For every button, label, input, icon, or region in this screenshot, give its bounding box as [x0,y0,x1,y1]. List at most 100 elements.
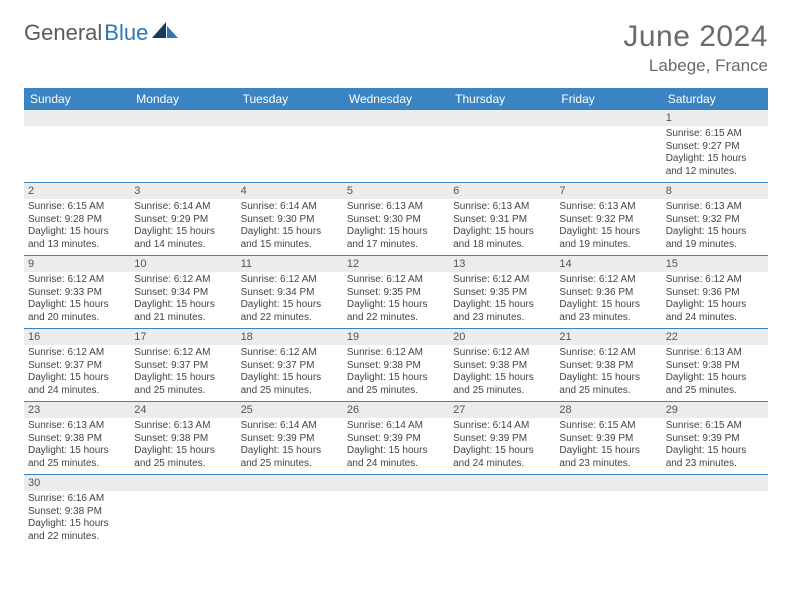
calendar-cell-blank [343,110,449,183]
daylight-text: Daylight: 15 hours and 22 minutes. [28,518,126,543]
day-info: Sunrise: 6:15 AMSunset: 9:39 PMDaylight:… [559,420,657,470]
day-info: Sunrise: 6:12 AMSunset: 9:35 PMDaylight:… [453,274,551,324]
day-info: Sunrise: 6:13 AMSunset: 9:38 PMDaylight:… [28,420,126,470]
calendar-table: SundayMondayTuesdayWednesdayThursdayFrid… [24,88,768,547]
day-number-blank [449,475,555,491]
calendar-cell-blank [662,475,768,548]
weekday-header: Sunday [24,88,130,110]
day-number-blank [343,475,449,491]
day-number: 17 [130,329,236,345]
day-info: Sunrise: 6:12 AMSunset: 9:36 PMDaylight:… [559,274,657,324]
day-number-blank [449,110,555,126]
weekday-header: Thursday [449,88,555,110]
calendar-cell: 22Sunrise: 6:13 AMSunset: 9:38 PMDayligh… [662,329,768,402]
day-number: 18 [237,329,343,345]
day-number-blank [130,475,236,491]
sunset-text: Sunset: 9:39 PM [241,433,339,446]
sunrise-text: Sunrise: 6:12 AM [666,274,764,287]
day-info: Sunrise: 6:15 AMSunset: 9:28 PMDaylight:… [28,201,126,251]
weekday-header: Friday [555,88,661,110]
calendar-cell: 3Sunrise: 6:14 AMSunset: 9:29 PMDaylight… [130,183,236,256]
day-number: 20 [449,329,555,345]
sunset-text: Sunset: 9:30 PM [347,214,445,227]
day-number: 19 [343,329,449,345]
day-number: 16 [24,329,130,345]
sunrise-text: Sunrise: 6:13 AM [559,201,657,214]
header: GeneralBlue June 2024 Labege, France [24,20,768,76]
day-number-blank [555,475,661,491]
sunrise-text: Sunrise: 6:12 AM [28,274,126,287]
sunset-text: Sunset: 9:37 PM [28,360,126,373]
day-number: 14 [555,256,661,272]
calendar-week: 1Sunrise: 6:15 AMSunset: 9:27 PMDaylight… [24,110,768,183]
title-block: June 2024 Labege, France [623,20,768,76]
sunset-text: Sunset: 9:27 PM [666,141,764,154]
sunrise-text: Sunrise: 6:14 AM [134,201,232,214]
sunrise-text: Sunrise: 6:15 AM [666,128,764,141]
sunrise-text: Sunrise: 6:12 AM [559,274,657,287]
day-number: 11 [237,256,343,272]
sunset-text: Sunset: 9:39 PM [666,433,764,446]
sunset-text: Sunset: 9:35 PM [347,287,445,300]
sunset-text: Sunset: 9:39 PM [347,433,445,446]
daylight-text: Daylight: 15 hours and 23 minutes. [559,299,657,324]
day-info: Sunrise: 6:12 AMSunset: 9:34 PMDaylight:… [134,274,232,324]
sunrise-text: Sunrise: 6:12 AM [28,347,126,360]
sunrise-text: Sunrise: 6:12 AM [453,274,551,287]
day-info: Sunrise: 6:13 AMSunset: 9:38 PMDaylight:… [666,347,764,397]
calendar-cell: 16Sunrise: 6:12 AMSunset: 9:37 PMDayligh… [24,329,130,402]
day-info: Sunrise: 6:12 AMSunset: 9:37 PMDaylight:… [241,347,339,397]
day-info: Sunrise: 6:12 AMSunset: 9:36 PMDaylight:… [666,274,764,324]
sunrise-text: Sunrise: 6:13 AM [28,420,126,433]
daylight-text: Daylight: 15 hours and 19 minutes. [559,226,657,251]
sunrise-text: Sunrise: 6:12 AM [241,274,339,287]
day-number: 26 [343,402,449,418]
sunset-text: Sunset: 9:32 PM [559,214,657,227]
calendar-cell: 26Sunrise: 6:14 AMSunset: 9:39 PMDayligh… [343,402,449,475]
day-number: 30 [24,475,130,491]
sunrise-text: Sunrise: 6:13 AM [666,347,764,360]
location-label: Labege, France [623,56,768,76]
daylight-text: Daylight: 15 hours and 24 minutes. [666,299,764,324]
daylight-text: Daylight: 15 hours and 15 minutes. [241,226,339,251]
daylight-text: Daylight: 15 hours and 24 minutes. [347,445,445,470]
daylight-text: Daylight: 15 hours and 23 minutes. [559,445,657,470]
calendar-cell-blank [449,475,555,548]
sunrise-text: Sunrise: 6:13 AM [134,420,232,433]
day-number-blank [130,110,236,126]
sunset-text: Sunset: 9:39 PM [559,433,657,446]
calendar-cell-blank [130,475,236,548]
day-number: 7 [555,183,661,199]
day-number: 28 [555,402,661,418]
sunset-text: Sunset: 9:38 PM [28,506,126,519]
calendar-cell: 20Sunrise: 6:12 AMSunset: 9:38 PMDayligh… [449,329,555,402]
sunrise-text: Sunrise: 6:12 AM [134,274,232,287]
daylight-text: Daylight: 15 hours and 12 minutes. [666,153,764,178]
day-number-blank [24,110,130,126]
sunset-text: Sunset: 9:38 PM [28,433,126,446]
day-info: Sunrise: 6:14 AMSunset: 9:39 PMDaylight:… [241,420,339,470]
daylight-text: Daylight: 15 hours and 23 minutes. [453,299,551,324]
brand-part2: Blue [104,20,148,46]
calendar-cell: 14 Sunrise: 6:12 AMSunset: 9:36 PMDayligh… [555,256,661,329]
sunrise-text: Sunrise: 6:12 AM [241,347,339,360]
weekday-header: Tuesday [237,88,343,110]
calendar-week: 2Sunrise: 6:15 AMSunset: 9:28 PMDaylight… [24,183,768,256]
day-number: 15 [662,256,768,272]
sunset-text: Sunset: 9:37 PM [241,360,339,373]
sunrise-text: Sunrise: 6:14 AM [241,201,339,214]
calendar-cell: 12Sunrise: 6:12 AMSunset: 9:35 PMDayligh… [343,256,449,329]
calendar-week: 9Sunrise: 6:12 AMSunset: 9:33 PMDaylight… [24,256,768,329]
weekday-header: Saturday [662,88,768,110]
sunset-text: Sunset: 9:36 PM [559,287,657,300]
daylight-text: Daylight: 15 hours and 25 minutes. [134,445,232,470]
day-info: Sunrise: 6:13 AMSunset: 9:32 PMDaylight:… [666,201,764,251]
calendar-cell: 28 Sunrise: 6:15 AMSunset: 9:39 PMDayligh… [555,402,661,475]
daylight-text: Daylight: 15 hours and 23 minutes. [666,445,764,470]
daylight-text: Daylight: 15 hours and 14 minutes. [134,226,232,251]
calendar-cell-blank [130,110,236,183]
daylight-text: Daylight: 15 hours and 20 minutes. [28,299,126,324]
sunset-text: Sunset: 9:34 PM [134,287,232,300]
day-info: Sunrise: 6:12 AMSunset: 9:38 PMDaylight:… [347,347,445,397]
calendar-cell: 8Sunrise: 6:13 AMSunset: 9:32 PMDaylight… [662,183,768,256]
